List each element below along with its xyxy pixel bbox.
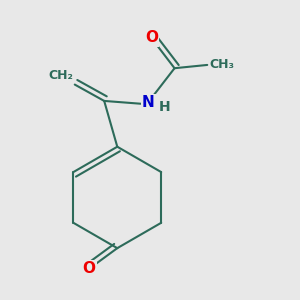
Text: O: O (82, 261, 95, 276)
Text: H: H (159, 100, 171, 115)
Text: O: O (145, 30, 158, 45)
Text: CH₂: CH₂ (48, 69, 73, 82)
Text: N: N (142, 95, 155, 110)
Text: CH₃: CH₃ (209, 58, 234, 71)
